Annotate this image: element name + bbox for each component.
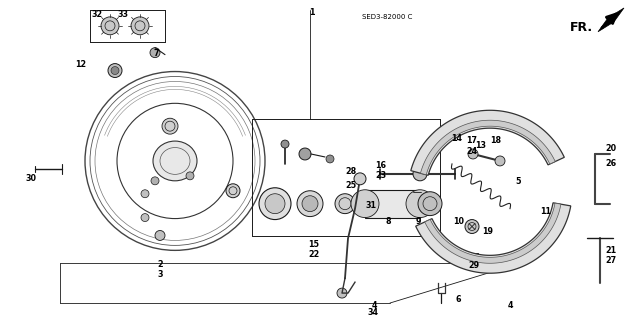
Polygon shape [598,8,624,32]
Text: 28: 28 [345,167,356,176]
Circle shape [281,140,289,148]
Text: 7: 7 [153,49,159,58]
Circle shape [259,188,291,219]
Circle shape [265,194,285,214]
Text: 14: 14 [451,134,462,143]
Text: 12: 12 [75,60,86,69]
Text: 16: 16 [375,161,386,170]
Text: 26: 26 [605,159,616,168]
Text: FR.: FR. [570,21,593,34]
Circle shape [413,167,427,181]
Text: 20: 20 [605,144,616,153]
Text: 31: 31 [365,201,376,210]
Text: 11: 11 [540,207,551,216]
Text: SED3-82000 C: SED3-82000 C [362,14,412,20]
Circle shape [326,155,334,163]
Polygon shape [420,120,556,175]
Circle shape [141,214,149,222]
Polygon shape [425,203,561,263]
Circle shape [108,63,122,78]
Text: 27: 27 [605,256,616,265]
Circle shape [186,172,194,180]
Circle shape [337,288,347,298]
Text: 4: 4 [372,301,378,310]
Text: 17: 17 [466,136,477,145]
Text: 13: 13 [475,141,486,150]
Text: 23: 23 [375,171,386,180]
Text: 34: 34 [368,308,379,317]
Text: 18: 18 [490,136,501,145]
Text: 22: 22 [308,250,319,259]
Circle shape [495,156,505,166]
Circle shape [297,191,323,217]
Text: 25: 25 [345,181,356,190]
Polygon shape [411,110,564,175]
Circle shape [151,177,159,185]
Text: 21: 21 [605,246,616,256]
Circle shape [131,17,149,35]
Text: 1: 1 [309,8,314,17]
Circle shape [162,118,178,134]
Text: 29: 29 [468,261,479,270]
Text: 9: 9 [416,217,422,226]
Text: 33: 33 [118,10,129,19]
Circle shape [299,148,311,160]
Circle shape [468,149,478,159]
Circle shape [226,184,240,198]
Text: 4: 4 [508,301,513,310]
Circle shape [418,192,442,216]
Text: 32: 32 [91,10,102,19]
Text: 5: 5 [515,177,520,186]
Circle shape [111,67,119,75]
Text: 3: 3 [157,270,163,279]
Polygon shape [416,203,571,273]
Text: 2: 2 [157,260,163,269]
Circle shape [351,190,379,218]
Ellipse shape [153,141,197,181]
Text: 24: 24 [466,147,477,156]
Text: 10: 10 [453,217,464,226]
Circle shape [354,173,366,185]
Text: 6: 6 [455,295,461,304]
Circle shape [335,194,355,214]
Circle shape [465,219,479,234]
Text: 15: 15 [308,241,319,249]
Circle shape [406,190,434,218]
Circle shape [101,17,119,35]
Bar [365,190,420,218]
Text: 30: 30 [26,174,37,183]
Circle shape [302,196,318,211]
Bar [458,253,478,265]
Circle shape [155,231,165,241]
Text: 19: 19 [482,226,493,235]
Text: 8: 8 [385,217,390,226]
Circle shape [141,190,149,198]
Circle shape [150,48,160,58]
